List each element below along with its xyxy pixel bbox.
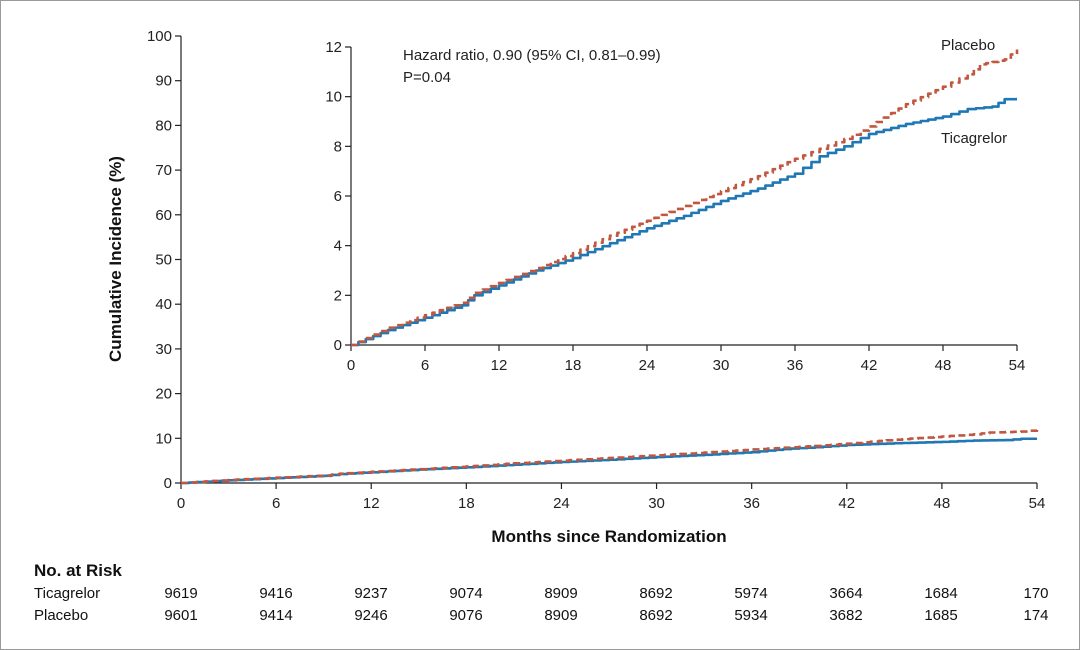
main-x-tick-label: 54 [1029,495,1046,512]
inset-x-tick-label: 24 [639,357,656,374]
risk-cell: 9619 [164,585,198,602]
inset-x-tick-label: 18 [565,357,582,374]
main-y-ticks: 0 10 20 30 40 50 60 70 80 90 100 [147,28,181,492]
main-y-tick-label: 30 [155,341,172,358]
risk-cell: 9416 [259,585,293,602]
risk-cell: 3682 [829,607,863,624]
main-y-tick-label: 90 [155,73,172,90]
risk-cell: 9246 [354,607,388,624]
inset-x-tick-label: 42 [861,357,878,374]
risk-table-title: No. at Risk [34,561,122,580]
series-line-placebo [351,49,1019,347]
y-axis-label: Cumulative Incidence (%) [106,156,125,362]
main-x-tick-label: 0 [177,495,185,512]
risk-row-placebo: Placebo 9601 9414 9246 9076 8909 8692 5934 3682 1… [0,607,1080,627]
risk-cell: 9074 [449,585,483,602]
series-line-placebo [181,429,1039,485]
main-x-tick-label: 48 [934,495,951,512]
risk-cell: 8692 [639,607,673,624]
risk-cell: 9601 [164,607,198,624]
p-value-text: P=0.04 [403,69,451,86]
main-x-tick-label: 36 [743,495,760,512]
main-y-tick-label: 100 [147,28,172,45]
main-x-tick-label: 24 [553,495,570,512]
risk-cell: 8692 [639,585,673,602]
inset-x-tick-label: 54 [1009,357,1026,374]
risk-row-ticagrelor: Ticagrelor 9619 9416 9237 9074 8909 8692 5974 36… [0,585,1080,605]
inset-x-tick-label: 0 [347,357,355,374]
risk-row-label: Ticagrelor [34,585,101,602]
main-x-tick-label: 6 [272,495,280,512]
main-y-tick-label: 60 [155,207,172,224]
inset-y-tick-label: 12 [325,39,342,56]
main-series [181,429,1039,485]
risk-cell: 170 [1023,585,1049,602]
inset-x-ticks: 0 6 12 18 24 30 36 42 48 54 [347,345,1026,374]
x-axis-label: Months since Randomization [491,527,726,546]
risk-cell: 174 [1023,607,1049,624]
hazard-ratio-text: Hazard ratio, 0.90 (95% CI, 0.81–0.99) [403,47,661,64]
risk-cell: 8909 [544,585,578,602]
risk-cell: 8909 [544,607,578,624]
risk-cell: 5934 [734,607,768,624]
inset-x-tick-label: 30 [713,357,730,374]
risk-cell: 1684 [924,585,958,602]
main-x-ticks: 0 6 12 18 24 30 36 42 48 54 [177,483,1046,512]
main-y-tick-label: 20 [155,386,172,403]
risk-cell: 9237 [354,585,388,602]
inset-series [351,49,1019,347]
legend-label-ticagrelor: Ticagrelor [941,130,1007,147]
risk-cell: 1685 [924,607,958,624]
inset-y-tick-label: 0 [334,337,342,354]
main-y-tick-label: 70 [155,162,172,179]
main-x-tick-label: 18 [458,495,475,512]
inset-y-tick-label: 2 [334,287,342,304]
main-y-tick-label: 10 [155,430,172,447]
inset-y-tick-label: 6 [334,188,342,205]
risk-row-label: Placebo [34,607,89,624]
risk-cell: 9076 [449,607,483,624]
inset-y-tick-label: 10 [325,89,342,106]
risk-cell: 9414 [259,607,293,624]
risk-cell: 3664 [829,585,863,602]
inset-x-tick-label: 12 [491,357,508,374]
inset-y-tick-label: 8 [334,138,342,155]
legend-label-placebo: Placebo [941,37,995,54]
inset-y-tick-label: 4 [334,238,342,255]
inset-y-ticks: 0 2 4 6 8 10 12 [325,39,351,354]
main-y-tick-label: 80 [155,117,172,134]
main-y-tick-label: 0 [164,475,172,492]
main-y-tick-label: 50 [155,252,172,269]
main-x-tick-label: 30 [648,495,665,512]
inset-x-tick-label: 6 [421,357,429,374]
main-x-tick-label: 12 [363,495,380,512]
inset-x-tick-label: 36 [787,357,804,374]
series-line-ticagrelor [351,97,1017,347]
main-y-tick-label: 40 [155,296,172,313]
inset-x-tick-label: 48 [935,357,952,374]
risk-cell: 5974 [734,585,768,602]
main-x-tick-label: 42 [838,495,855,512]
